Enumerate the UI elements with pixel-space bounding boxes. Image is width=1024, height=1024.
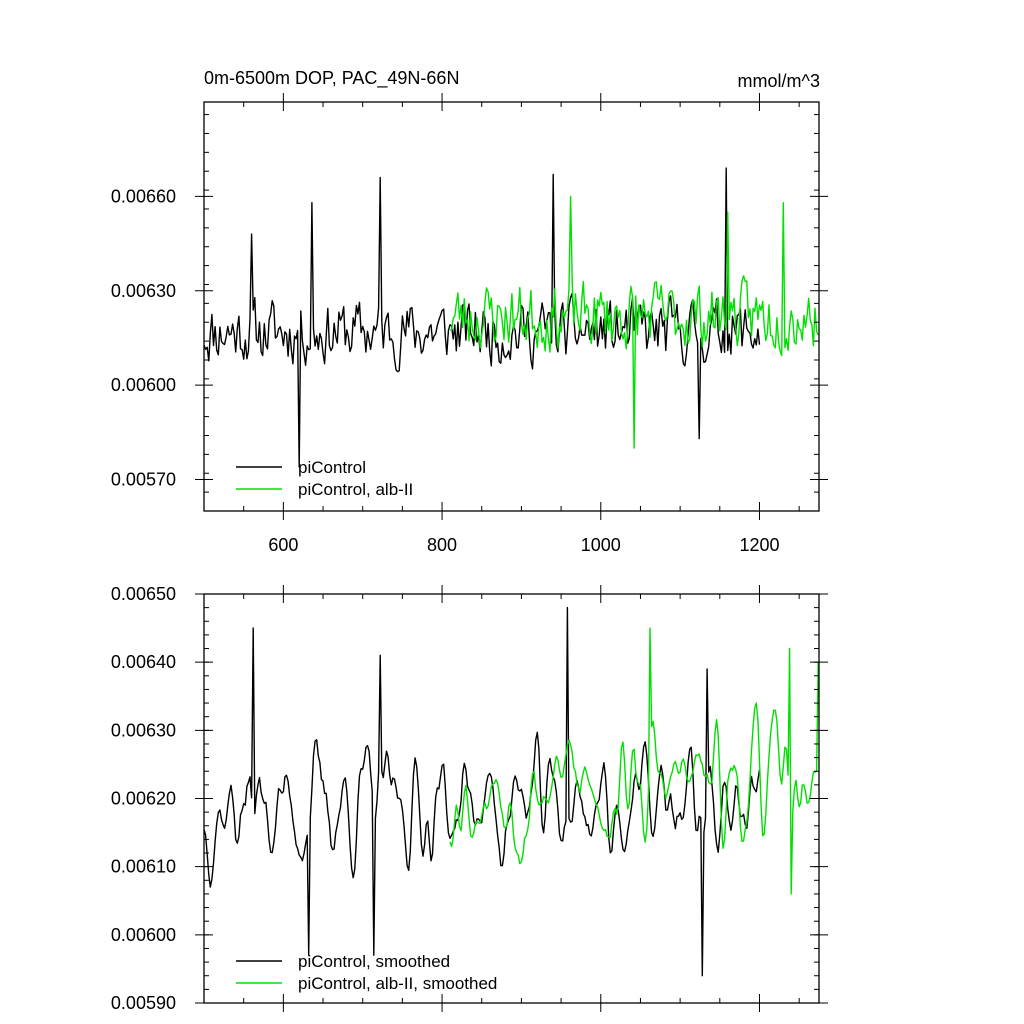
legend-label-picontrol-smoothed: piControl, smoothed [298,952,450,971]
bottom-axis-ticks: 0.00590 0.00600 0.00610 0.00620 0.00630 0.006… [111,584,828,1013]
units-label: mmol/m^3 [738,71,820,91]
top-legend: piControl piControl, alb-II [236,458,413,499]
legend-label-picontrol: piControl [298,458,366,477]
x-tick-label: 1200 [739,535,779,555]
y-tick-label: 0.00610 [111,857,176,877]
chart-title: 0m-6500m DOP, PAC_49N-66N [204,68,459,89]
bottom-chart-panel: 0.00590 0.00600 0.00610 0.00620 0.00630 0.006… [111,584,828,1013]
y-tick-label: 0.00630 [111,281,176,301]
legend-label-alb-ii: piControl, alb-II [298,480,413,499]
bottom-legend: piControl, smoothed piControl, alb-II, s… [236,952,497,993]
x-tick-label: 1000 [581,535,621,555]
y-tick-label: 0.00630 [111,720,176,740]
y-tick-label: 0.00640 [111,652,176,672]
series-line-1 [449,627,819,895]
y-tick-label: 0.00620 [111,789,176,809]
series-line-1 [449,195,819,449]
series-line-0 [203,606,761,977]
top-axis-ticks: 600 800 1000 1200 0.00570 0.00600 0.00630 0.006… [111,93,828,555]
y-tick-label: 0.00570 [111,470,176,490]
legend-label-alb-ii-smoothed: piControl, alb-II, smoothed [298,974,497,993]
x-tick-label: 600 [268,535,298,555]
y-tick-label: 0.00660 [111,186,176,206]
top-plot-frame [203,101,820,512]
top-series-layer [203,167,819,468]
top-chart-panel: 0m-6500m DOP, PAC_49N-66N mmol/m^3 600 80… [111,68,828,555]
y-tick-label: 0.00650 [111,584,176,604]
bottom-series-layer [203,606,819,977]
y-tick-label: 0.00600 [111,925,176,945]
y-tick-label: 0.00600 [111,375,176,395]
x-tick-label: 800 [427,535,457,555]
series-line-0 [203,167,761,468]
y-tick-label: 0.00590 [111,993,176,1013]
